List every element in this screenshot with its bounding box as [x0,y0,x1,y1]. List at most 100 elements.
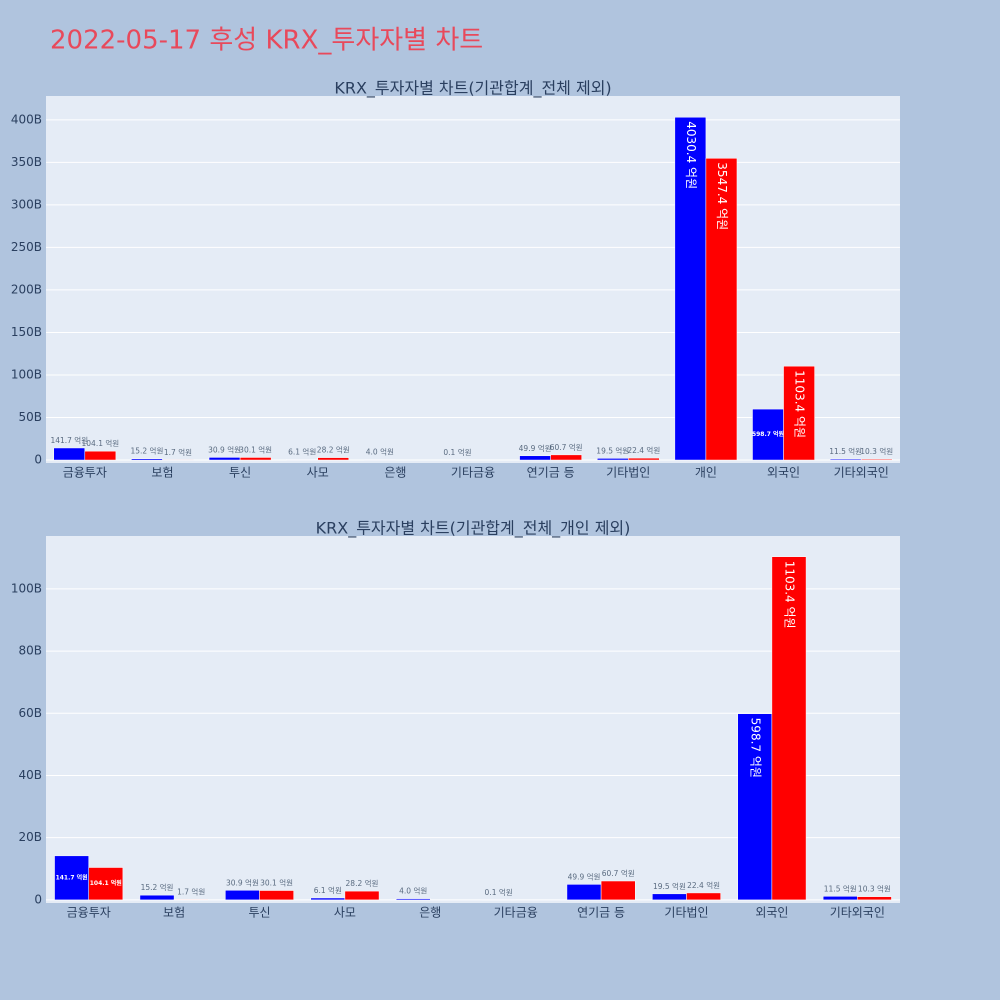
bar [705,158,738,461]
bar [771,556,807,901]
y-tick-label: 0 [34,892,42,906]
value-label: 1103.4 억원 [782,561,796,629]
value-label: 49.9 억원 [568,872,601,881]
bar [674,116,707,461]
x-tick-label: 개인 [695,466,717,480]
bar [822,896,858,901]
x-tick-label: 은행 [419,905,441,920]
x-tick-label: 기타법인 [664,906,708,920]
value-label: 11.5 억원 [824,884,857,893]
value-label: 1.7 억원 [177,887,205,896]
value-label: 10.3 억원 [858,885,891,894]
page-title: 2022-05-17 후성 KRX_투자자별 차트 [50,26,483,56]
bar [317,457,350,461]
value-label: 4.0 억원 [366,448,394,457]
x-tick-label: 기타외국인 [830,906,885,920]
y-tick-label: 100B [11,367,42,381]
bar [131,458,163,461]
y-tick-label: 100B [11,581,42,595]
bar [239,457,272,461]
bar [628,457,660,461]
bar [139,894,175,901]
chart-title: KRX_투자자별 차트(기관합계_전체_개인 제외) [316,519,631,539]
value-label: 30.9 억원 [226,878,259,887]
value-label: 22.4 억원 [687,881,720,890]
value-label: 6.1 억원 [314,886,342,895]
bar [857,896,892,901]
chart-title: KRX_투자자별 차트(기관합계_전체 제외) [334,79,611,99]
x-tick-label: 연기금 등 [527,466,575,480]
bar [783,365,815,461]
bar [88,867,124,901]
bar [596,458,629,461]
value-label: 10.3 억원 [860,447,893,456]
bar [310,897,346,901]
x-tick-label: 기타외국인 [834,466,889,480]
x-tick-label: 은행 [384,465,406,480]
value-label: 30.1 억원 [260,879,293,888]
bar [860,458,893,461]
value-label: 6.1 억원 [288,448,316,457]
y-tick-label: 50B [18,410,42,424]
value-label: 104.1 억원 [90,879,122,887]
value-label: 60.7 억원 [602,869,635,878]
value-label: 28.2 억원 [317,446,350,455]
bar [54,855,89,901]
value-label: 0.1 억원 [443,448,471,457]
value-label: 22.4 억원 [627,446,660,455]
bar [550,454,582,461]
x-tick-label: 금융투자 [67,906,111,920]
x-tick-label: 보험 [163,906,185,920]
value-label: 1.7 억원 [164,448,192,457]
bar [225,890,260,901]
value-label: 1103.4 억원 [793,370,807,438]
y-tick-label: 0 [34,453,42,467]
value-label: 15.2 억원 [130,447,163,456]
value-label: 4030.4 억원 [684,121,698,189]
value-label: 141.7 억원 [50,436,88,445]
y-tick-label: 60B [18,706,42,720]
x-tick-label: 기타금융 [451,466,495,480]
bar [208,457,241,461]
value-label: 3547.4 억원 [715,162,729,230]
y-tick-label: 150B [11,325,42,339]
bar [519,455,551,461]
x-tick-label: 기타법인 [606,466,650,480]
bar [344,890,380,901]
value-label: 19.5 억원 [653,882,686,891]
value-label: 60.7 억원 [550,443,583,452]
bar [686,892,721,901]
value-label: 141.7 억원 [56,873,88,881]
bar [259,890,294,901]
x-tick-label: 투신 [229,466,251,480]
bar [829,458,862,461]
bar [84,450,117,461]
x-tick-label: 사모 [334,906,356,920]
value-label: 11.5 억원 [829,447,862,456]
bar [737,713,773,901]
bar [566,884,602,901]
value-label: 49.9 억원 [519,444,552,453]
y-tick-label: 400B [11,112,42,126]
y-tick-label: 250B [11,240,42,254]
value-label: 0.1 억원 [485,888,513,897]
bar [173,899,209,901]
y-tick-label: 20B [18,830,42,844]
value-label: 30.1 억원 [239,445,272,454]
value-label: 598.7 억원 [752,430,784,438]
y-tick-label: 300B [11,197,42,211]
x-tick-label: 사모 [307,466,329,480]
bar [600,880,636,901]
x-tick-label: 금융투자 [63,466,107,480]
x-tick-label: 외국인 [755,906,788,920]
x-tick-label: 연기금 등 [577,906,625,920]
value-label: 15.2 억원 [141,883,174,892]
bar [395,898,431,901]
value-label: 30.9 억원 [208,445,241,454]
x-tick-label: 기타금융 [494,906,538,920]
value-label: 4.0 억원 [399,887,427,896]
value-label: 28.2 억원 [346,879,379,888]
bar [652,893,687,901]
y-tick-label: 80B [18,644,42,658]
